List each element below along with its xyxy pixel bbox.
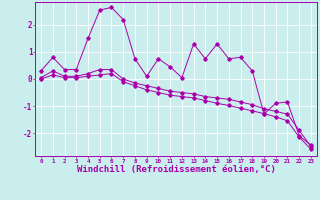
X-axis label: Windchill (Refroidissement éolien,°C): Windchill (Refroidissement éolien,°C) (76, 165, 276, 174)
